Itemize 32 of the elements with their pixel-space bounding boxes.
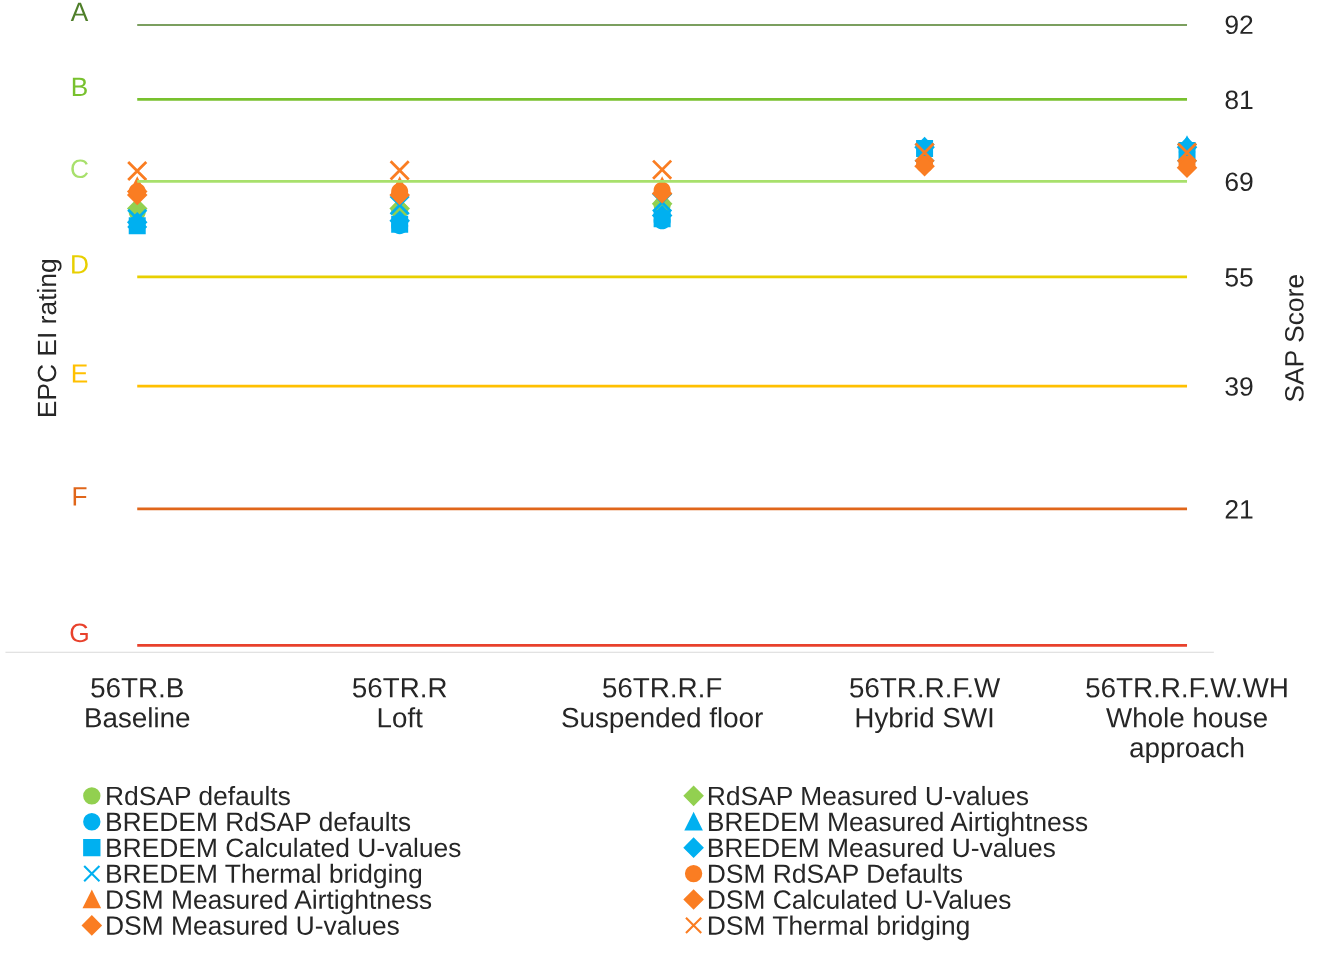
- y2-tick-label: 39: [1225, 377, 1253, 396]
- legend-label: BREDEM Thermal bridging: [107, 863, 422, 889]
- y2-tick-label: 55: [1225, 268, 1253, 287]
- x-tick-label: 56TR.R.F Suspended floor: [562, 677, 763, 734]
- x-tick-label: 56TR.R.F.W.WH Whole house approach: [1086, 677, 1287, 763]
- ref-line-label: E: [72, 364, 88, 383]
- x-tick-label: 56TR.B Baseline: [86, 677, 190, 728]
- legend-label: DSM Measured U-values: [107, 915, 399, 935]
- legend-label: BREDEM RdSAP defaults: [107, 811, 411, 832]
- legend-label: BREDEM Measured U-values: [708, 837, 1055, 858]
- y-axis-title: EPC EI rating: [36, 260, 62, 417]
- y2-tick-label: 81: [1225, 90, 1253, 110]
- ref-line-label: C: [71, 159, 89, 179]
- legend-label: DSM Calculated U-Values: [708, 889, 1011, 909]
- ref-line-label: D: [72, 255, 88, 274]
- x-tick-label: 56TR.R.F.W Hybrid SWI: [850, 677, 1001, 734]
- legend-label: BREDEM Measured Airtightness: [708, 811, 1088, 837]
- legend-label: DSM RdSAP Defaults: [708, 863, 963, 884]
- y2-tick-label: 92: [1225, 15, 1253, 35]
- legend-label: BREDEM Calculated U-values: [107, 837, 461, 858]
- legend-label: DSM Measured Airtightness: [107, 889, 432, 915]
- x-tick-label: 56TR.R Loft: [352, 677, 447, 728]
- y2-tick-label: 21: [1225, 500, 1253, 519]
- legend-label: RdSAP Measured U-values: [708, 785, 1029, 806]
- y2-axis-title: SAP Score: [1284, 275, 1304, 402]
- legend-label: DSM Thermal bridging: [708, 915, 969, 941]
- ref-line-label: A: [70, 2, 89, 21]
- ref-line-label: B: [72, 77, 87, 96]
- legend-label: RdSAP defaults: [107, 785, 290, 806]
- ref-line-label: G: [70, 623, 88, 643]
- y2-tick-label: 69: [1225, 172, 1253, 192]
- ref-line-label: F: [73, 487, 87, 506]
